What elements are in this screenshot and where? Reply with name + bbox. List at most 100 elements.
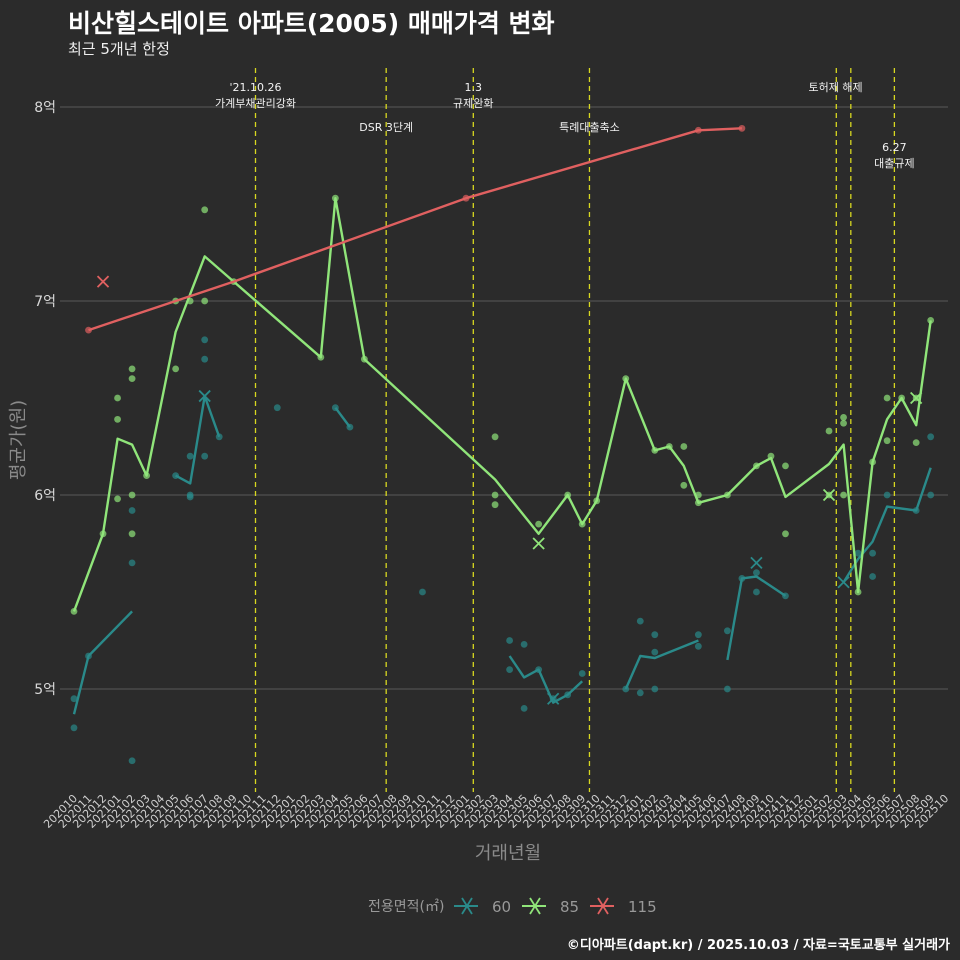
data-point <box>506 666 513 673</box>
data-point <box>738 124 746 132</box>
cross-marker <box>910 391 923 405</box>
data-point <box>694 631 702 639</box>
data-point <box>840 414 847 421</box>
data-point <box>201 336 209 344</box>
data-point <box>273 404 281 412</box>
data-point <box>128 491 136 499</box>
x-axis-label: 거래년월 <box>475 843 541 864</box>
y-tick-label: 8억 <box>34 100 56 116</box>
data-point <box>491 491 499 499</box>
event-label: DSR 3단계 <box>359 121 413 134</box>
event-label: '21.10.26 <box>229 81 281 94</box>
data-point <box>128 757 136 765</box>
data-point <box>201 297 209 305</box>
data-point <box>535 520 543 528</box>
data-point <box>636 689 644 697</box>
data-point <box>927 491 935 499</box>
data-point <box>114 415 121 423</box>
data-point <box>201 355 209 363</box>
data-point <box>128 559 136 567</box>
series-line <box>726 575 787 661</box>
data-point <box>782 462 789 470</box>
data-point <box>912 439 920 447</box>
data-point <box>128 375 136 382</box>
data-point <box>680 443 688 450</box>
event-label: 규제완화 <box>453 97 493 110</box>
data-point <box>753 569 760 576</box>
data-point <box>724 685 731 693</box>
chart-subtitle: 최근 5개년 한정 <box>68 40 170 58</box>
legend-label: 115 <box>628 898 657 916</box>
data-point <box>927 433 935 441</box>
data-point <box>840 491 847 499</box>
y-axis-label: 평균가(원) <box>8 400 29 480</box>
series-line <box>842 467 932 583</box>
data-point <box>782 530 789 538</box>
cross-marker <box>837 576 850 589</box>
legend-label: 60 <box>492 898 511 916</box>
legend-title: 전용면적(㎡) <box>368 899 444 915</box>
chart-title: 비산힐스테이트 아파트(2005) 매매가격 변화 <box>68 9 555 38</box>
data-point <box>883 394 891 402</box>
data-point <box>753 588 760 596</box>
cross-marker <box>532 537 545 550</box>
event-label: 토허제 해제 <box>809 80 863 94</box>
x-tick-labels: 2020102020112020122021012021022021032021… <box>41 792 951 831</box>
legend-swatch-cross <box>529 897 541 915</box>
cross-marker <box>198 389 211 403</box>
data-point <box>854 549 862 557</box>
data-point <box>636 617 644 625</box>
cross-marker <box>96 275 110 288</box>
cross-marker <box>822 488 836 502</box>
data-point <box>651 648 659 656</box>
y-tick-label: 5억 <box>34 682 56 698</box>
data-point <box>114 394 121 402</box>
y-tick-label: 6억 <box>34 488 56 504</box>
series-line <box>624 639 699 690</box>
data-point <box>70 695 78 703</box>
data-point <box>869 549 876 557</box>
series-line <box>72 197 932 612</box>
data-point <box>70 724 78 732</box>
event-label: 대출규제 <box>874 157 914 170</box>
legend-swatch-cross <box>461 897 473 915</box>
cross-marker <box>750 556 763 570</box>
grid-lines <box>60 106 948 690</box>
footer-credit: ©디아파트(dapt.kr) / 2025.10.03 / 자료=국토교통부 실… <box>566 938 950 953</box>
data-point <box>186 452 194 460</box>
data-point <box>491 501 499 509</box>
y-tick-label: 7억 <box>34 294 56 310</box>
cross-marker <box>547 692 560 705</box>
data-point <box>651 685 659 693</box>
data-point <box>128 365 136 373</box>
data-point <box>578 670 586 677</box>
data-point <box>825 427 833 435</box>
data-point <box>520 705 528 712</box>
series-line <box>175 394 221 485</box>
data-point <box>201 452 209 460</box>
event-label: 6.27 <box>882 141 907 154</box>
data-point <box>419 588 426 596</box>
data-point <box>491 433 499 441</box>
data-point <box>694 642 702 650</box>
legend-label: 85 <box>560 898 579 916</box>
data-point <box>651 631 659 639</box>
data-point <box>114 495 121 503</box>
series-line <box>334 406 351 428</box>
series-line <box>72 610 133 715</box>
data-point <box>883 491 891 499</box>
data-point <box>186 493 194 501</box>
data-point <box>128 507 136 514</box>
data-point <box>172 365 180 373</box>
data-point <box>128 530 136 538</box>
legend: 전용면적(㎡) 60 85 115 <box>368 897 657 916</box>
data-point <box>520 640 528 648</box>
data-point <box>201 206 209 214</box>
event-label: 1.3 <box>465 81 483 94</box>
legend-swatch-cross <box>597 897 609 915</box>
y-tick-labels: 5억 6억 7억 8억 <box>34 100 56 698</box>
event-label: 특례대출축소 <box>559 121 620 134</box>
series-line <box>508 655 584 704</box>
